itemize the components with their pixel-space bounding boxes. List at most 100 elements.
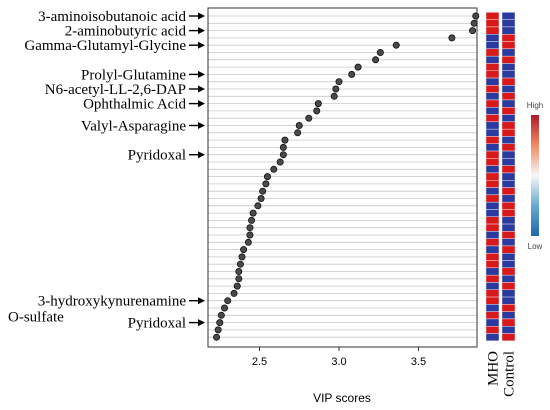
- x-axis-ticks: 2.5 3.0 3.5: [252, 347, 426, 368]
- heatmap-cell-control: [501, 194, 516, 203]
- annotation-arrowhead: [198, 70, 205, 78]
- heatmap-cell-mho: [485, 311, 500, 320]
- vip-point: [330, 92, 338, 100]
- annotation-arrowhead: [198, 151, 205, 159]
- heatmap-cell-control: [501, 209, 516, 217]
- vip-point: [254, 202, 262, 210]
- x-tick-label: 3.0: [331, 356, 346, 368]
- vip-point: [246, 231, 254, 239]
- heatmap-cell-mho: [485, 19, 500, 28]
- annotation-arrowhead: [198, 12, 205, 20]
- vip-point: [295, 122, 303, 130]
- vip-point: [244, 238, 252, 246]
- annotation-label: Gamma-Glutamyl-Glycine: [24, 38, 186, 54]
- heatmap-cell-control: [501, 92, 516, 101]
- vip-point: [248, 216, 256, 224]
- vip-point: [257, 194, 265, 202]
- vip-point: [279, 151, 287, 159]
- heatmap-cell-mho: [485, 318, 500, 327]
- heatmap-cell-control: [501, 180, 516, 188]
- heatmap-cell-mho: [485, 238, 500, 247]
- vip-point: [235, 275, 243, 283]
- annotation-label: 2-aminobutyric acid: [65, 24, 187, 40]
- heatmap-cell-control: [501, 165, 516, 174]
- heatmap-cell-control: [501, 63, 516, 71]
- plot-area-frame: [207, 7, 478, 348]
- annotation-arrowhead: [198, 319, 205, 327]
- vip-point: [216, 319, 224, 327]
- heatmap-cell-control: [501, 34, 516, 42]
- heatmap-cell-mho: [485, 55, 500, 64]
- vip-point: [472, 12, 480, 20]
- heatmap-cell-control: [501, 150, 516, 159]
- heatmap-cell-mho: [485, 128, 500, 137]
- vip-point: [236, 260, 244, 268]
- vip-point: [240, 246, 248, 254]
- heatmap-cell-control: [501, 55, 516, 64]
- vip-point: [246, 224, 254, 232]
- annotation-arrowhead: [198, 85, 205, 93]
- vip-point: [376, 49, 384, 57]
- vip-point: [213, 333, 221, 341]
- heatmap-cell-mho: [485, 136, 500, 144]
- legend-color-bar: [531, 115, 539, 236]
- heatmap-cell-control: [501, 282, 516, 290]
- annotation-label: 3-aminoisobutanoic acid: [38, 9, 186, 25]
- heatmap-cell-mho: [485, 187, 500, 196]
- heatmap-cell-control: [501, 187, 516, 196]
- heatmap-cell-mho: [485, 201, 500, 210]
- heatmap-cell-mho: [485, 245, 500, 254]
- heatmap-cell-mho: [485, 63, 500, 71]
- heatmap-cell-mho: [485, 172, 500, 181]
- vip-point: [262, 180, 270, 188]
- heatmap-cell-control: [501, 231, 516, 239]
- vip-point: [235, 267, 243, 275]
- heatmap-cell-control: [501, 26, 516, 35]
- heatmap-cell-mho: [485, 209, 500, 217]
- vip-point: [270, 165, 278, 173]
- heatmap-cell-mho: [485, 92, 500, 101]
- heatmap-cell-control: [501, 289, 516, 298]
- annotation-arrowhead: [198, 41, 205, 49]
- annotation-arrowhead: [198, 27, 205, 35]
- annotation-label: Pyridoxal: [128, 148, 186, 164]
- heatmap-cell-control: [501, 70, 516, 79]
- vip-point: [469, 27, 477, 35]
- heatmap-cell-control: [501, 216, 516, 225]
- heatmap-cell-control: [501, 172, 516, 181]
- heatmap-cell-control: [501, 77, 516, 86]
- vip-points: [213, 12, 480, 341]
- heatmap-cell-mho: [485, 223, 500, 232]
- heatmap-cell-mho: [485, 333, 500, 342]
- gridlines: [208, 15, 477, 338]
- x-tick-label: 2.5: [252, 356, 267, 368]
- heatmap-cell-mho: [485, 121, 500, 130]
- vip-point: [230, 289, 238, 297]
- vip-point: [335, 78, 343, 86]
- heatmap-cell-mho: [485, 48, 500, 57]
- heatmap-cell-control: [501, 158, 516, 166]
- annotation-arrowhead: [198, 122, 205, 129]
- heatmap-cell-control: [501, 12, 516, 20]
- heatmap-cell-mho: [485, 304, 500, 312]
- annotation-label: Valyl-Asparagine: [81, 119, 186, 135]
- heatmap-cell-mho: [485, 114, 500, 123]
- heatmap-cell-control: [501, 304, 516, 312]
- vip-point: [332, 85, 340, 93]
- heatmap-cell-control: [501, 274, 516, 283]
- annotation-label: Ophthalmic Acid: [83, 97, 186, 113]
- heatmap-cell-control: [501, 99, 516, 108]
- heatmap-cell-control: [501, 114, 516, 123]
- heatmap-cell-mho: [485, 26, 500, 35]
- heatmap-cell-control: [501, 245, 516, 254]
- heatmap-cell-mho: [485, 267, 500, 276]
- heatmap-cell-mho: [485, 296, 500, 305]
- heatmap-cell-mho: [485, 143, 500, 152]
- x-tick-label: 3.5: [411, 356, 426, 368]
- annotation-label: Pyridoxal: [128, 316, 186, 332]
- heatmap-cell-mho: [485, 274, 500, 283]
- heatmap-cell-control: [501, 143, 516, 152]
- vip-point: [249, 209, 257, 217]
